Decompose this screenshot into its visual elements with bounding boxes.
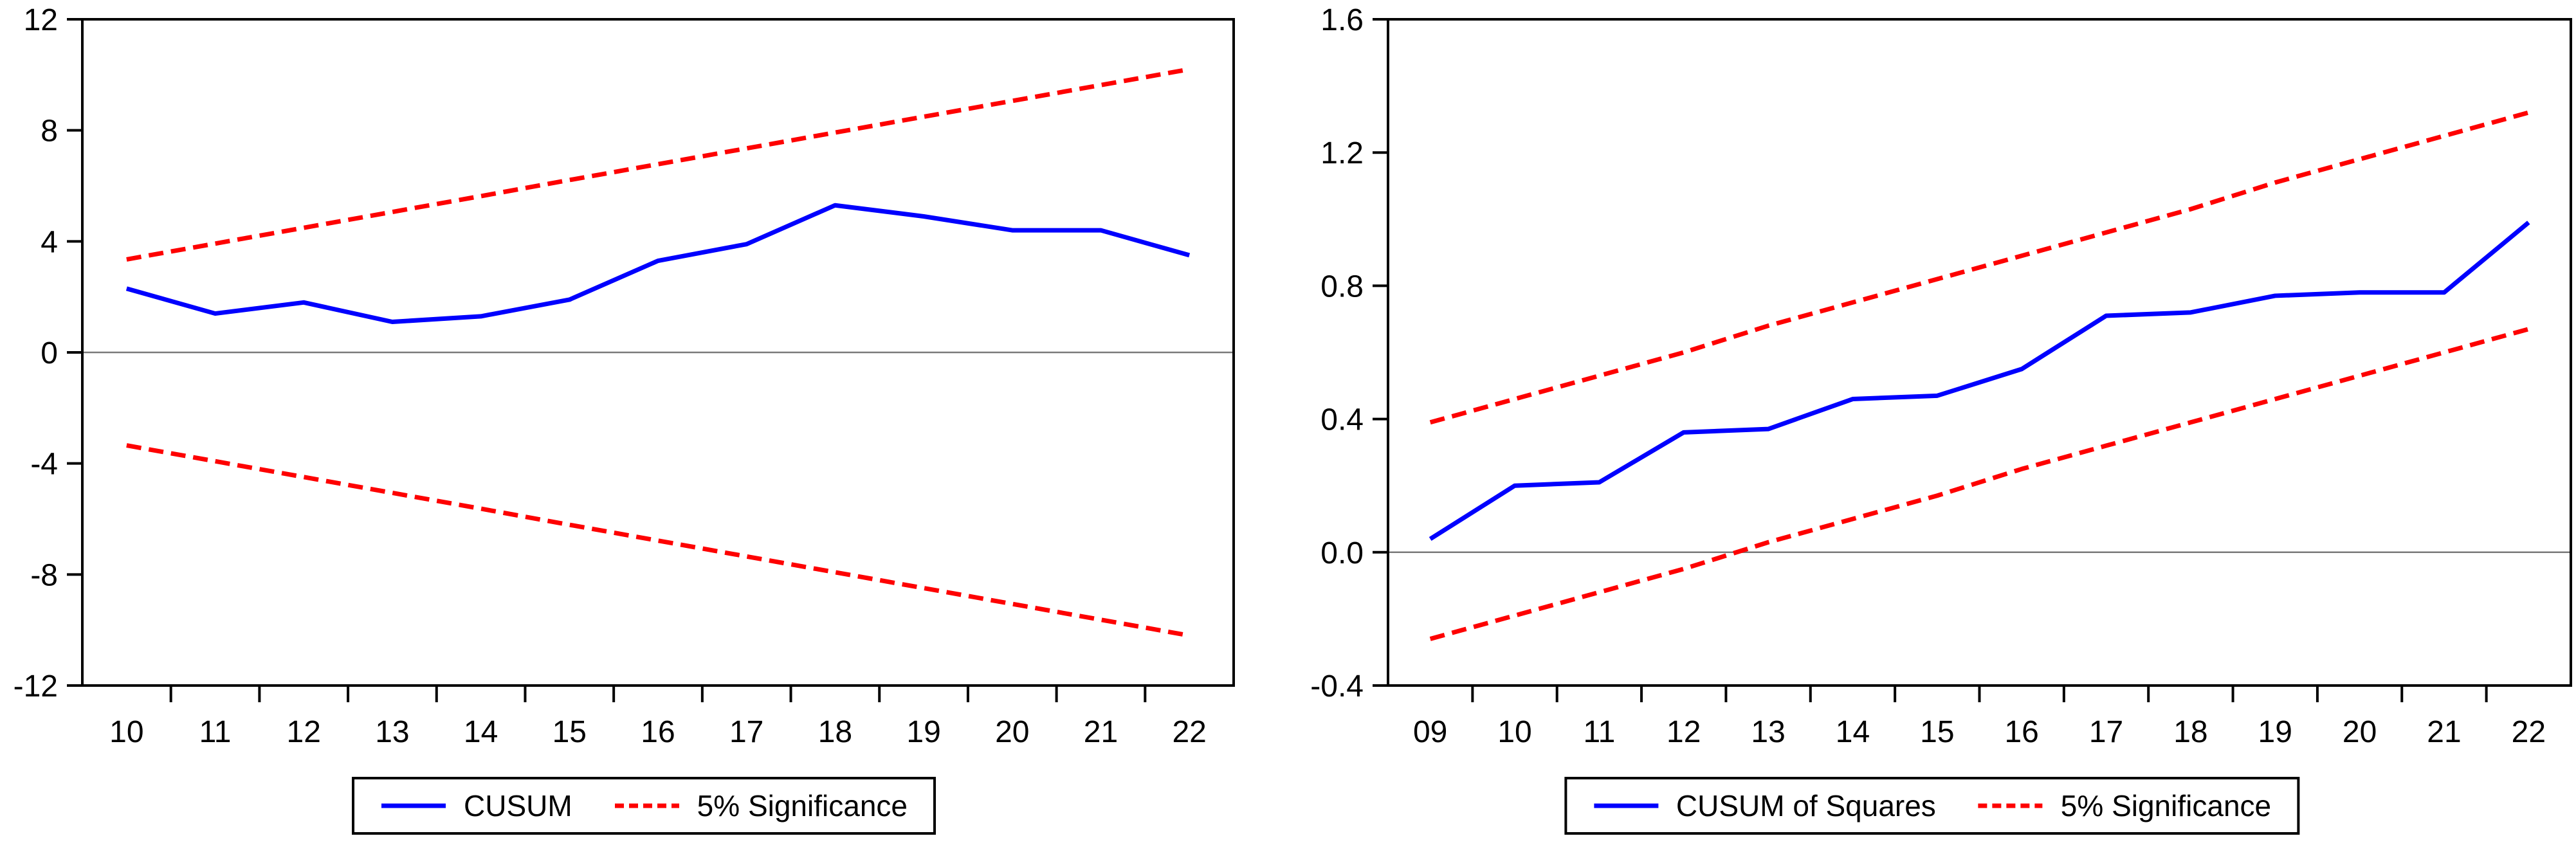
legend-item-significance: 5% Significance [614, 788, 908, 823]
solid-line-icon [381, 803, 446, 808]
cusum-legend: CUSUM 5% Significance [352, 777, 936, 835]
svg-text:10: 10 [109, 715, 143, 749]
svg-text:22: 22 [2512, 715, 2546, 749]
dashed-line-icon [614, 803, 679, 808]
svg-text:17: 17 [729, 715, 763, 749]
cusum-of-squares-chart: 1.6 1.2 0.8 0.4 0.0 -0.4 09 10 11 12 13 14 15 16 17 18 1… [1310, 3, 2572, 749]
svg-text:-8: -8 [30, 558, 58, 592]
svg-text:16: 16 [641, 715, 675, 749]
svg-text:0.4: 0.4 [1320, 403, 1364, 437]
svg-text:0.8: 0.8 [1320, 269, 1364, 304]
svg-text:20: 20 [995, 715, 1029, 749]
legend-label-cusum: CUSUM [464, 789, 572, 822]
svg-text:18: 18 [818, 715, 852, 749]
svg-text:13: 13 [1751, 715, 1785, 749]
svg-text:12: 12 [287, 715, 321, 749]
svg-text:21: 21 [2427, 715, 2461, 749]
cusum-of-squares-legend: CUSUM of Squares 5% Significance [1564, 777, 2300, 835]
svg-text:4: 4 [41, 225, 58, 259]
cusum-chart: 12 8 4 0 -4 -8 -12 10 11 12 13 14 15 16 17 18 19 20 21 22 [14, 3, 1235, 749]
legend-label-significance: 5% Significance [697, 789, 908, 822]
svg-text:20: 20 [2343, 715, 2377, 749]
svg-text:12: 12 [24, 3, 58, 37]
svg-text:11: 11 [199, 715, 232, 749]
cusum-of-squares-chart-panel: 1.6 1.2 0.8 0.4 0.0 -0.4 09 10 11 12 13 14 15 16 17 18 1… [1288, 0, 2576, 845]
svg-text:21: 21 [1084, 715, 1118, 749]
svg-text:14: 14 [464, 715, 498, 749]
svg-text:14: 14 [1836, 715, 1870, 749]
svg-text:18: 18 [2173, 715, 2207, 749]
svg-text:19: 19 [906, 715, 940, 749]
svg-text:-4: -4 [30, 448, 58, 482]
svg-text:8: 8 [41, 114, 58, 149]
svg-text:-12: -12 [14, 669, 58, 704]
svg-text:1.6: 1.6 [1320, 3, 1364, 37]
svg-text:15: 15 [553, 715, 587, 749]
svg-text:0: 0 [41, 336, 58, 370]
svg-text:-0.4: -0.4 [1310, 669, 1364, 704]
legend-item-significance: 5% Significance [1977, 788, 2271, 823]
legend-item-cusum: CUSUM [380, 788, 572, 823]
svg-text:09: 09 [1413, 715, 1447, 749]
legend-item-cusum-of-squares: CUSUM of Squares [1593, 788, 1936, 823]
svg-text:0.0: 0.0 [1320, 536, 1364, 570]
svg-text:15: 15 [1920, 715, 1954, 749]
svg-text:22: 22 [1172, 715, 1206, 749]
svg-text:17: 17 [2089, 715, 2123, 749]
svg-text:12: 12 [1667, 715, 1701, 749]
legend-label-cusum-of-squares: CUSUM of Squares [1676, 789, 1936, 822]
solid-line-icon [1593, 803, 1658, 808]
svg-text:10: 10 [1497, 715, 1531, 749]
dashed-line-icon [1978, 803, 2043, 808]
svg-text:16: 16 [2004, 715, 2038, 749]
svg-text:11: 11 [1583, 715, 1615, 749]
svg-text:1.2: 1.2 [1320, 136, 1364, 170]
svg-text:13: 13 [375, 715, 409, 749]
cusum-chart-panel: 12 8 4 0 -4 -8 -12 10 11 12 13 14 15 16 17 18 19 20 21 22 C… [14, 3, 1235, 835]
svg-text:19: 19 [2258, 715, 2292, 749]
legend-label-significance: 5% Significance [2060, 789, 2272, 822]
